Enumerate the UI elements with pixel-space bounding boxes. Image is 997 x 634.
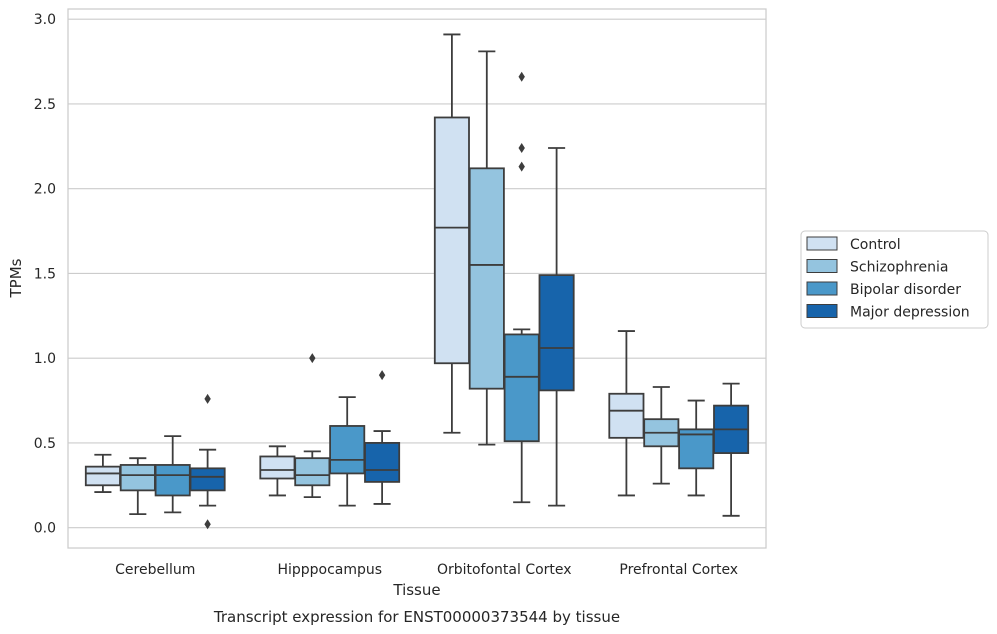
x-axis-label: Tissue: [392, 581, 440, 599]
series-bipolar-disorder: [154, 71, 715, 514]
box-iqr: [538, 274, 575, 392]
box: [84, 453, 121, 493]
y-tick-label: 2.0: [34, 182, 56, 198]
box-iqr: [119, 464, 156, 492]
legend-swatch: [806, 304, 838, 318]
legend-label: Schizophrenia: [850, 260, 948, 276]
box: [329, 396, 366, 507]
box-iqr: [468, 167, 505, 390]
box: [503, 71, 540, 504]
outlier-point: [204, 519, 211, 530]
y-tick-label: 3.0: [34, 12, 56, 28]
legend-items: Control Schizophrenia Bipolar disorder Majo…: [806, 236, 970, 321]
box: [119, 457, 156, 516]
legend-label: Control: [850, 237, 901, 253]
box-series: [84, 33, 750, 530]
y-tick-label: 0.5: [34, 436, 56, 452]
y-axis-label: TPMs: [7, 258, 25, 298]
chart-caption: Transcript expression for ENST0000037354…: [213, 608, 620, 626]
x-tick-label: Hipppocampus: [277, 562, 382, 578]
y-tick-labels: 0.0 0.5 1.0 1.5 2.0 2.5 3.0: [34, 12, 56, 536]
box-iqr: [608, 392, 645, 439]
box: [643, 386, 680, 485]
legend-swatch: [806, 281, 838, 296]
box-iqr: [433, 116, 470, 365]
box: [468, 50, 505, 446]
legend-swatch: [806, 259, 838, 273]
box: [189, 393, 226, 530]
y-tick-label: 2.5: [34, 97, 56, 113]
plot-frame: [67, 8, 767, 549]
y-tick-label: 0.0: [34, 521, 56, 537]
x-tick-label: Cerebellum: [115, 562, 195, 578]
legend-label: Major depression: [850, 305, 970, 321]
box-iqr: [329, 425, 366, 475]
grid-lines: [68, 18, 766, 529]
box: [433, 33, 470, 434]
box: [713, 382, 750, 517]
box: [364, 370, 401, 505]
outlier-point: [518, 71, 525, 82]
series-schizophrenia: [119, 50, 680, 516]
box: [678, 399, 715, 497]
outlier-point: [378, 370, 386, 381]
box: [154, 435, 191, 514]
box-iqr: [189, 467, 226, 492]
legend-swatch: [806, 236, 838, 251]
y-tick-label: 1.0: [34, 351, 56, 367]
series-control: [84, 33, 645, 497]
box-iqr: [154, 464, 191, 497]
outlier-point: [518, 142, 525, 153]
box-iqr: [259, 455, 296, 480]
legend-label: Bipolar disorder: [850, 282, 961, 298]
box: [538, 147, 575, 507]
series-major-depression: [189, 147, 750, 530]
box: [259, 445, 296, 497]
outlier-point: [518, 161, 525, 172]
outlier-point: [204, 393, 211, 404]
box: [608, 330, 645, 497]
x-tick-label: Orbitofontal Cortex: [437, 562, 572, 578]
box-iqr: [294, 457, 331, 487]
box: [294, 353, 331, 499]
x-tick-label: Prefrontal Cortex: [619, 562, 738, 578]
box-iqr: [364, 442, 401, 483]
legend-frame: [800, 230, 989, 329]
legend: Control Schizophrenia Bipolar disorder Majo…: [800, 230, 989, 329]
outlier-point: [309, 353, 316, 364]
box-iqr: [84, 465, 121, 487]
x-tick-labels: Cerebellum Hipppocampus Orbitofontal Corte…: [115, 562, 738, 578]
y-tick-label: 1.5: [34, 266, 56, 282]
box-iqr: [503, 333, 540, 443]
